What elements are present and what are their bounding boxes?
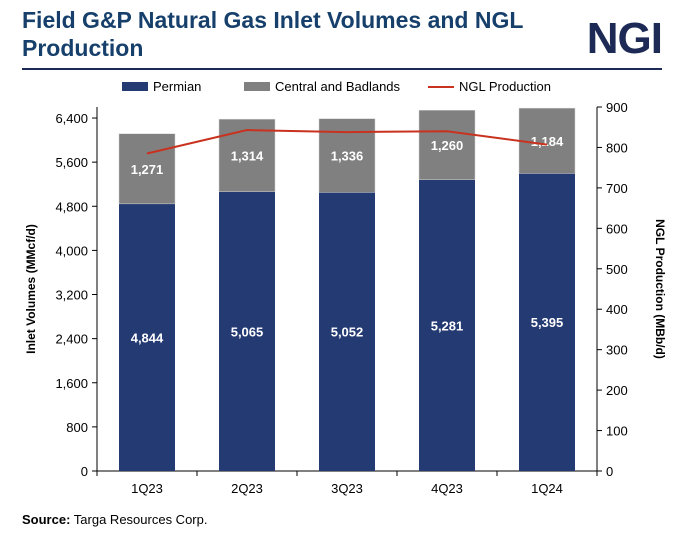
bar-permian xyxy=(319,192,375,471)
x-tick-label: 3Q23 xyxy=(331,481,363,496)
chart-title: Field G&P Natural Gas Inlet Volumes and … xyxy=(22,7,524,61)
right-tick-label: 600 xyxy=(606,221,628,236)
source-label: Source: xyxy=(22,512,71,527)
data-label-central-badlands: 1,260 xyxy=(431,138,464,153)
bar-permian xyxy=(219,191,275,471)
bar-central-badlands xyxy=(518,107,576,174)
bar-permian xyxy=(119,203,175,471)
data-label-central-badlands: 1,314 xyxy=(231,148,264,163)
data-label-permian: 5,052 xyxy=(331,325,364,340)
right-axis-title: NGL Production (MBb/d) xyxy=(653,219,667,359)
x-tick-label: 2Q23 xyxy=(231,481,263,496)
right-tick-label: 400 xyxy=(606,302,628,317)
legend-label-permian: Permian xyxy=(153,79,201,94)
data-label-permian: 5,065 xyxy=(231,324,264,339)
left-tick-label: 4,000 xyxy=(55,243,88,258)
data-label-central-badlands: 1,336 xyxy=(331,149,364,164)
left-tick-label: 6,400 xyxy=(55,111,88,126)
left-tick-label: 5,600 xyxy=(55,155,88,170)
x-tick-label: 4Q23 xyxy=(431,481,463,496)
data-label-central-badlands: 1,184 xyxy=(531,134,564,149)
right-tick-label: 0 xyxy=(606,464,613,479)
right-tick-label: 100 xyxy=(606,424,628,439)
left-tick-label: 0 xyxy=(81,464,88,479)
data-label-central-badlands: 1,271 xyxy=(131,162,164,177)
right-tick-label: 500 xyxy=(606,262,628,277)
x-tick-label: 1Q23 xyxy=(131,481,163,496)
right-tick-label: 200 xyxy=(606,383,628,398)
right-tick-label: 700 xyxy=(606,181,628,196)
title-divider xyxy=(22,68,662,70)
legend-swatch-central-badlands xyxy=(244,82,270,91)
data-label-permian: 5,281 xyxy=(431,318,464,333)
bar-permian xyxy=(419,179,475,471)
left-tick-label: 3,200 xyxy=(55,288,88,303)
right-tick-label: 800 xyxy=(606,140,628,155)
left-tick-label: 4,800 xyxy=(55,199,88,214)
ngi-logo: NGI xyxy=(586,14,663,63)
left-tick-label: 1,600 xyxy=(55,376,88,391)
legend-label-ngl: NGL Production xyxy=(459,79,551,94)
left-tick-label: 2,400 xyxy=(55,332,88,347)
right-tick-label: 300 xyxy=(606,343,628,358)
source-note: Source: Targa Resources Corp. xyxy=(22,512,207,527)
right-tick-label: 900 xyxy=(606,100,628,115)
legend-label-central-badlands: Central and Badlands xyxy=(275,79,401,94)
data-label-permian: 4,844 xyxy=(131,330,164,345)
bar-central-badlands xyxy=(418,110,476,180)
source-text: Targa Resources Corp. xyxy=(73,512,208,527)
legend-swatch-permian xyxy=(122,82,148,91)
x-tick-label: 1Q24 xyxy=(531,481,563,496)
data-label-permian: 5,395 xyxy=(531,315,564,330)
bar-central-badlands xyxy=(118,133,176,205)
bar-permian xyxy=(519,173,575,471)
left-tick-label: 800 xyxy=(66,420,88,435)
left-axis-title: Inlet Volumes (MMcf/d) xyxy=(24,224,38,354)
